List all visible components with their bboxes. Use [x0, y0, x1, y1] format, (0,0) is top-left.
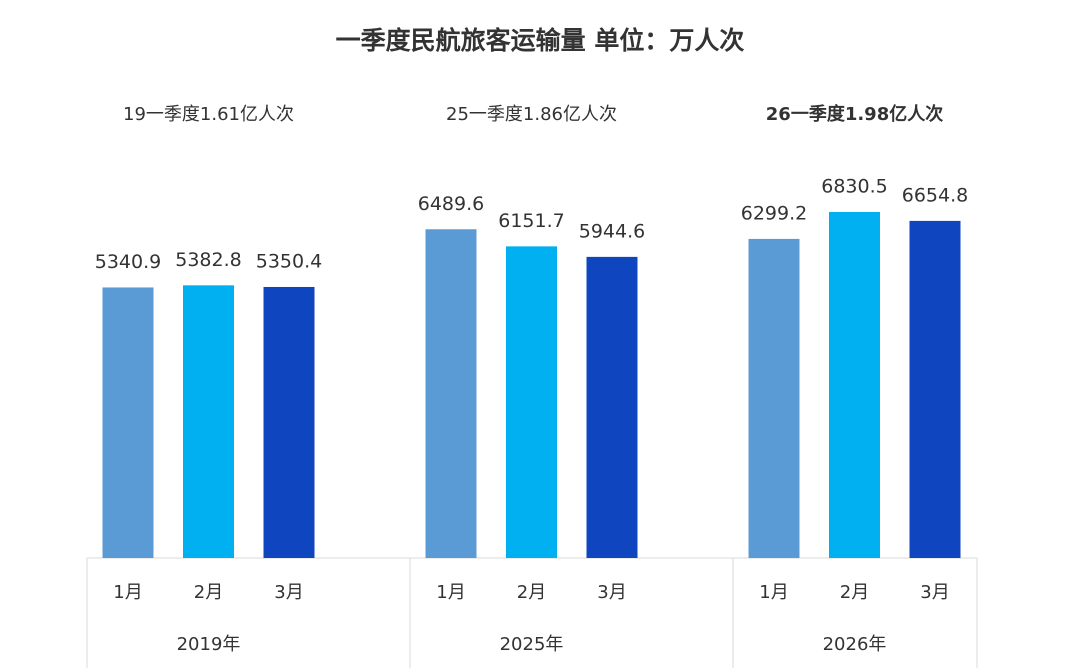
x-tick-label: 2月	[194, 582, 223, 603]
value-label: 6830.5	[821, 176, 887, 198]
x-tick-label: 3月	[920, 582, 949, 603]
x-tick-label: 1月	[113, 582, 142, 603]
chart-title: 一季度民航旅客运输量 单位：万人次	[336, 26, 745, 55]
value-label: 5944.6	[579, 220, 645, 242]
value-label: 6299.2	[741, 202, 807, 224]
x-tick-label: 1月	[759, 582, 788, 603]
value-label: 5382.8	[175, 249, 241, 271]
bar	[263, 286, 315, 558]
bar	[183, 285, 234, 558]
value-label: 5350.4	[256, 250, 322, 272]
bar	[506, 246, 557, 559]
value-label: 6151.7	[498, 210, 564, 232]
value-label: 6489.6	[418, 193, 484, 215]
x-tick-label: 2月	[840, 582, 869, 603]
bar	[909, 220, 961, 558]
value-label: 5340.9	[95, 251, 161, 273]
x-tick-label: 1月	[436, 582, 465, 603]
bar	[102, 287, 154, 558]
bar	[748, 238, 800, 558]
value-label: 6654.8	[902, 184, 968, 206]
group-note: 25一季度1.86亿人次	[446, 104, 617, 125]
group-note: 19一季度1.61亿人次	[123, 104, 294, 125]
x-tick-label: 3月	[597, 582, 626, 603]
bar	[829, 212, 880, 558]
bar	[586, 256, 638, 558]
group-label: 2019年	[177, 634, 241, 655]
bar	[425, 229, 477, 558]
group-label: 2025年	[500, 634, 564, 655]
group-note: 26一季度1.98亿人次	[766, 103, 943, 125]
x-tick-label: 2月	[517, 582, 546, 603]
group-label: 2026年	[823, 634, 887, 655]
x-tick-label: 3月	[274, 582, 303, 603]
